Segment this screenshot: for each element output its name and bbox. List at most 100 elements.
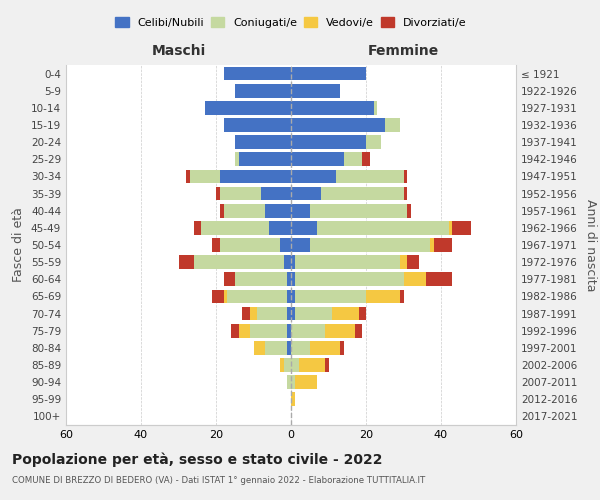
Bar <box>291 392 295 406</box>
Bar <box>239 324 250 338</box>
Bar <box>332 306 359 320</box>
Bar <box>362 152 370 166</box>
Bar <box>223 290 227 304</box>
Bar <box>291 376 295 389</box>
Bar <box>291 256 295 269</box>
Bar <box>407 256 419 269</box>
Bar <box>433 238 452 252</box>
Bar <box>452 221 471 234</box>
Bar <box>250 324 287 338</box>
Bar <box>291 136 366 149</box>
Bar <box>299 358 325 372</box>
Bar <box>269 221 291 234</box>
Text: COMUNE DI BREZZO DI BEDERO (VA) - Dati ISTAT 1° gennaio 2022 - Elaborazione TUTT: COMUNE DI BREZZO DI BEDERO (VA) - Dati I… <box>12 476 425 485</box>
Bar <box>190 170 220 183</box>
Bar <box>340 341 343 354</box>
Bar <box>216 186 220 200</box>
Bar <box>186 170 190 183</box>
Bar <box>291 84 340 98</box>
Bar <box>295 376 317 389</box>
Bar <box>404 186 407 200</box>
Text: Popolazione per età, sesso e stato civile - 2022: Popolazione per età, sesso e stato civil… <box>12 452 383 467</box>
Bar <box>325 324 355 338</box>
Bar <box>220 238 280 252</box>
Bar <box>212 290 223 304</box>
Bar <box>179 256 193 269</box>
Bar <box>426 272 452 286</box>
Bar <box>355 324 362 338</box>
Bar <box>310 238 430 252</box>
Bar <box>265 204 291 218</box>
Bar <box>280 238 291 252</box>
Bar <box>287 341 291 354</box>
Bar <box>291 66 366 80</box>
Bar <box>284 358 291 372</box>
Bar <box>291 238 310 252</box>
Bar <box>242 306 250 320</box>
Bar <box>295 256 400 269</box>
Bar <box>287 376 291 389</box>
Bar <box>291 358 299 372</box>
Bar <box>373 101 377 114</box>
Bar <box>449 221 452 234</box>
Bar <box>404 170 407 183</box>
Bar <box>317 221 449 234</box>
Bar <box>291 341 310 354</box>
Bar <box>325 358 329 372</box>
Bar <box>265 341 287 354</box>
Bar <box>291 170 336 183</box>
Bar <box>235 152 239 166</box>
Bar <box>280 358 284 372</box>
Bar <box>235 84 291 98</box>
Bar <box>235 272 287 286</box>
Bar <box>321 186 404 200</box>
Y-axis label: Fasce di età: Fasce di età <box>13 208 25 282</box>
Bar <box>231 324 239 338</box>
Bar <box>257 306 287 320</box>
Bar <box>287 324 291 338</box>
Bar <box>291 306 295 320</box>
Bar <box>385 118 400 132</box>
Bar <box>201 221 269 234</box>
Bar <box>291 204 310 218</box>
Bar <box>193 221 201 234</box>
Bar <box>291 272 295 286</box>
Bar <box>343 152 362 166</box>
Bar <box>223 272 235 286</box>
Bar <box>366 290 400 304</box>
Bar <box>212 238 220 252</box>
Bar <box>291 221 317 234</box>
Bar <box>227 290 287 304</box>
Bar <box>291 290 295 304</box>
Text: Femmine: Femmine <box>368 44 439 58</box>
Bar <box>400 256 407 269</box>
Bar <box>310 341 340 354</box>
Bar <box>254 341 265 354</box>
Bar <box>291 118 385 132</box>
Bar <box>220 204 223 218</box>
Bar <box>359 306 366 320</box>
Bar <box>287 272 291 286</box>
Bar <box>291 186 321 200</box>
Bar <box>336 170 404 183</box>
Bar <box>193 256 284 269</box>
Bar <box>366 136 381 149</box>
Bar <box>404 272 426 286</box>
Bar <box>223 204 265 218</box>
Bar <box>295 272 404 286</box>
Bar <box>291 324 325 338</box>
Bar <box>287 290 291 304</box>
Y-axis label: Anni di nascita: Anni di nascita <box>584 198 597 291</box>
Bar <box>223 118 291 132</box>
Bar <box>310 204 407 218</box>
Bar <box>430 238 433 252</box>
Bar <box>239 152 291 166</box>
Bar <box>220 170 291 183</box>
Bar <box>220 186 261 200</box>
Bar <box>291 101 373 114</box>
Bar <box>295 306 332 320</box>
Bar <box>250 306 257 320</box>
Bar <box>407 204 411 218</box>
Bar <box>287 306 291 320</box>
Bar <box>295 290 366 304</box>
